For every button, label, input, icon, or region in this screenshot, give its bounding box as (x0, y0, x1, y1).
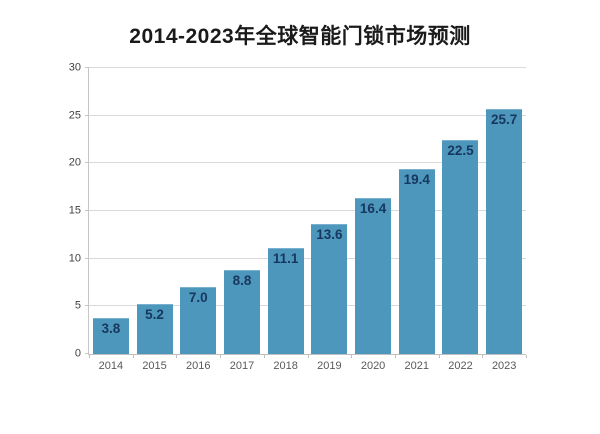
y-axis-tick (85, 114, 89, 116)
bar-2022: 22.5 (442, 139, 479, 354)
y-tick-label: 5 (74, 299, 81, 312)
chart-title: 2014-2023年全球智能门锁市场预测 (129, 25, 471, 48)
bar-value-label: 19.4 (403, 172, 430, 188)
y-tick-label: 25 (68, 109, 81, 122)
bar-value-label: 7.0 (188, 290, 208, 306)
gridline (89, 305, 526, 307)
bar-slot: 19.4 (395, 68, 439, 354)
bar-slot: 11.1 (264, 68, 308, 354)
bar-slot: 13.6 (308, 68, 352, 354)
x-axis: 2014 2015 2016 2017 2018 2019 2020 2021 2022 2023 (89, 361, 526, 372)
x-axis-tick (263, 355, 265, 358)
gridline (89, 257, 526, 259)
plot-area: 0 5 10 15 20 25 30 3.8 5.2 7.0 8.8 11.1 13.6 16.4 19.… (69, 62, 527, 372)
bar-2018: 11.1 (267, 248, 304, 354)
bar-value-label: 16.4 (359, 200, 387, 216)
bar-value-label: 3.8 (101, 320, 121, 336)
y-axis-tick (85, 210, 89, 211)
x-axis-tick (220, 355, 222, 358)
bar-slot: 16.4 (351, 68, 395, 354)
y-tick-label: 10 (68, 252, 81, 265)
x-tick-label: 2016 (186, 360, 211, 372)
bar-slot: 3.8 (89, 68, 133, 354)
x-axis-tick (132, 355, 134, 358)
x-tick-label: 2019 (317, 360, 342, 372)
x-tick-label: 2022 (448, 360, 473, 372)
bars-container: 3.8 5.2 7.0 8.8 11.1 13.6 16.4 19.4 22.5 25.7 (89, 68, 526, 354)
gridline (89, 67, 526, 68)
bar-value-label: 8.8 (232, 273, 252, 289)
x-tick-label: 2015 (142, 360, 167, 372)
x-tick-label: 2017 (229, 360, 255, 372)
y-axis-tick (85, 305, 89, 307)
bar-2015: 5.2 (136, 304, 173, 354)
bar-value-label: 13.6 (316, 227, 343, 243)
bar-slot: 8.8 (220, 68, 264, 354)
x-axis-tick (438, 355, 440, 358)
gridline (89, 114, 526, 116)
bar-slot: 5.2 (133, 68, 177, 354)
bar-2021: 19.4 (398, 169, 435, 354)
x-tick-label: 2014 (98, 360, 124, 372)
bar-2020: 16.4 (355, 197, 392, 354)
x-tick-label: 2021 (404, 360, 430, 372)
bar-2019: 13.6 (311, 224, 348, 354)
bar-slot: 25.7 (482, 68, 526, 354)
bar-2014: 3.8 (92, 317, 129, 354)
y-axis-tick (85, 257, 89, 259)
x-tick-label: 2023 (491, 360, 517, 372)
y-tick-label: 30 (68, 61, 81, 74)
bar-value-label: 5.2 (145, 307, 164, 323)
bar-value-label: 22.5 (447, 142, 474, 158)
x-axis-tick (89, 355, 90, 358)
y-axis-tick (85, 67, 89, 68)
x-tick-label: 2018 (273, 360, 298, 372)
x-axis-tick (351, 355, 353, 358)
y-tick-label: 15 (68, 204, 81, 217)
x-axis-tick (526, 355, 527, 358)
y-axis-tick (85, 353, 89, 354)
x-axis-tick (307, 355, 309, 358)
bar-2023: 25.7 (486, 109, 523, 354)
bar-value-label: 11.1 (272, 251, 299, 267)
gridline (89, 162, 526, 164)
bar-value-label: 25.7 (491, 112, 518, 127)
bar-2017: 8.8 (223, 270, 260, 354)
x-axis-tick (482, 355, 484, 358)
gridline (89, 210, 526, 211)
bar-slot: 22.5 (439, 68, 483, 354)
x-tick-label: 2020 (360, 360, 386, 372)
y-tick-label: 0 (74, 347, 81, 360)
x-axis-tick (176, 355, 178, 358)
x-axis-tick (394, 355, 396, 358)
bar-2016: 7.0 (180, 287, 217, 354)
y-tick-label: 20 (68, 156, 81, 169)
y-axis-tick (85, 162, 89, 164)
bar-slot: 7.0 (176, 68, 220, 354)
